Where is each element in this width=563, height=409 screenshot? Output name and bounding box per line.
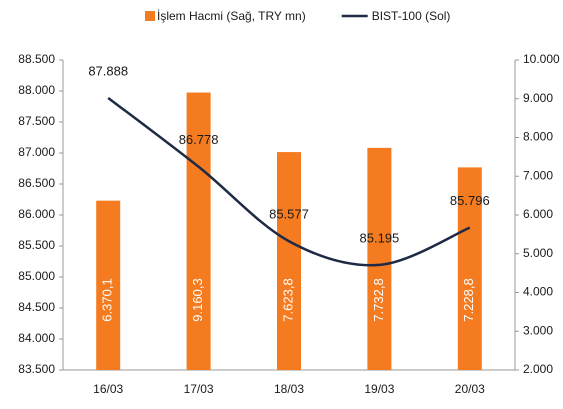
y2-tick-label: 8.000 xyxy=(523,130,553,144)
y2-tick-label: 4.000 xyxy=(523,285,553,299)
x-tick-label: 18/03 xyxy=(274,382,304,396)
y-tick-label: 85.000 xyxy=(18,269,55,283)
line-value-label: 85.577 xyxy=(269,207,309,222)
bar xyxy=(277,152,301,370)
y-tick-label: 86.000 xyxy=(18,207,55,221)
bar-value-label: 7.623,8 xyxy=(280,278,295,321)
y2-tick-label: 5.000 xyxy=(523,246,553,260)
x-tick-label: 16/03 xyxy=(93,382,123,396)
bar xyxy=(186,92,211,370)
y2-tick-label: 7.000 xyxy=(523,168,553,182)
y-tick-label: 87.000 xyxy=(18,145,55,159)
y-tick-label: 88.000 xyxy=(18,83,55,97)
y2-tick-label: 2.000 xyxy=(523,362,553,376)
bar-value-label: 9.160,3 xyxy=(190,278,205,321)
bar-value-label: 7.732,8 xyxy=(371,278,386,321)
y-tick-label: 85.500 xyxy=(18,238,55,252)
bar-value-label: 7.228,8 xyxy=(461,278,476,321)
y-tick-label: 87.500 xyxy=(18,114,55,128)
y2-tick-label: 3.000 xyxy=(523,323,553,337)
y2-tick-label: 6.000 xyxy=(523,207,553,221)
bar-value-label: 6.370,1 xyxy=(100,278,115,321)
y2-tick-label: 9.000 xyxy=(523,91,553,105)
line-value-label: 87.888 xyxy=(88,63,128,78)
x-tick-label: 20/03 xyxy=(455,382,485,396)
bar xyxy=(457,167,482,370)
line-value-label: 86.778 xyxy=(179,132,219,147)
legend-swatch xyxy=(145,11,155,21)
bar xyxy=(367,147,392,370)
legend-label: İşlem Hacmi (Sağ, TRY mn) xyxy=(157,9,306,23)
y-tick-label: 88.500 xyxy=(18,52,55,66)
line-value-label: 85.796 xyxy=(450,193,490,208)
y-tick-label: 84.000 xyxy=(18,331,55,345)
x-tick-label: 17/03 xyxy=(184,382,214,396)
bar xyxy=(96,200,121,370)
y2-tick-label: 10.000 xyxy=(523,52,560,66)
x-tick-label: 19/03 xyxy=(364,382,394,396)
line-value-label: 85.195 xyxy=(360,230,400,245)
y-tick-label: 84.500 xyxy=(18,300,55,314)
y-tick-label: 83.500 xyxy=(18,362,55,376)
legend-label: BIST-100 (Sol) xyxy=(372,9,451,23)
line xyxy=(107,96,471,267)
y-tick-label: 86.500 xyxy=(18,176,55,190)
